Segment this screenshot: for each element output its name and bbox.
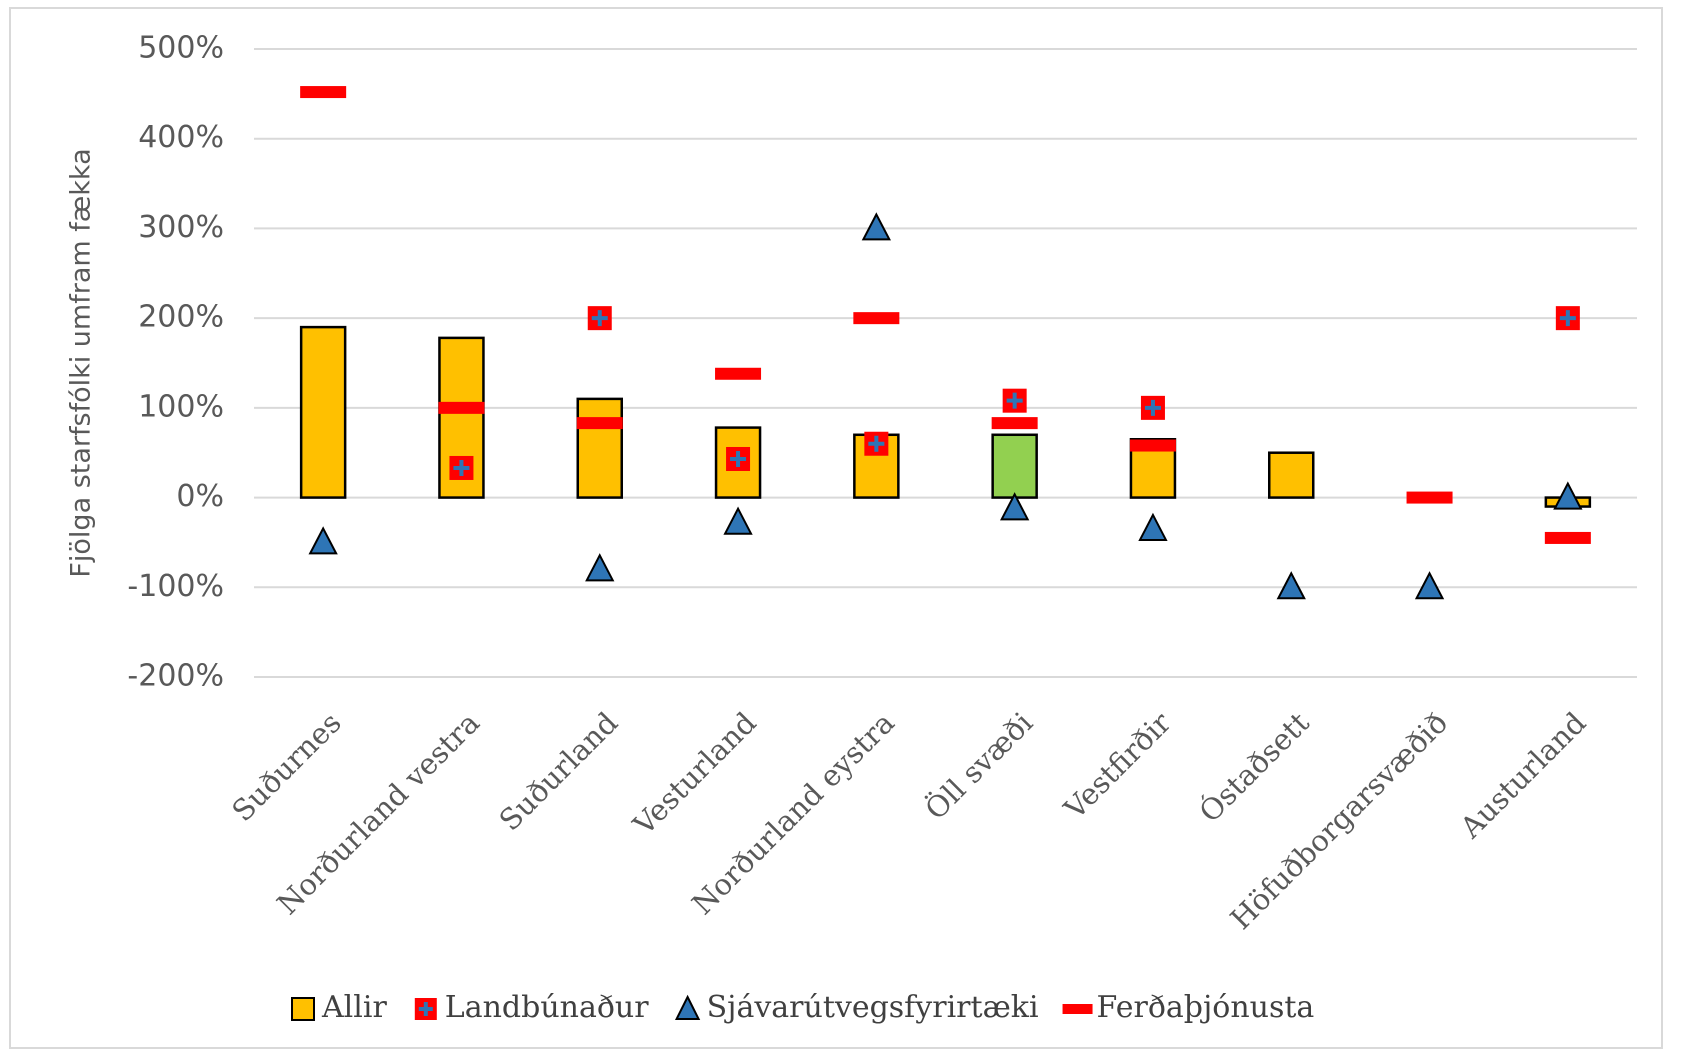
- legend-item: Allir: [291, 990, 387, 1025]
- cross-marker: [726, 446, 751, 471]
- bar: [576, 397, 623, 499]
- y-tick-label: 300%: [138, 210, 224, 245]
- cross-marker: [587, 306, 612, 331]
- triangle-marker: [861, 212, 891, 241]
- triangle-marker: [308, 526, 338, 555]
- cross-marker: [864, 431, 889, 456]
- bar: [438, 336, 485, 499]
- dash-marker: [576, 417, 623, 430]
- legend-label: Landbúnaður: [445, 990, 649, 1025]
- y-tick-label: 0%: [176, 479, 224, 514]
- triangle-marker: [1553, 481, 1583, 510]
- legend-label: Ferðaþjónusta: [1097, 990, 1315, 1025]
- cross-marker: [1002, 388, 1027, 413]
- marker-cross: [1559, 310, 1576, 327]
- triangle-marker: [585, 553, 615, 582]
- legend-item: Sjávarútvegsfyrirtæki: [674, 990, 1039, 1025]
- legend-swatch: [1062, 1004, 1093, 1014]
- dash-marker: [1129, 439, 1176, 452]
- y-axis-title: Fjölga starfsfólki umfram fækka: [66, 148, 97, 577]
- legend-item: Landbúnaður: [414, 990, 649, 1025]
- dash-marker: [300, 86, 347, 99]
- legend-swatch: [291, 997, 315, 1021]
- marker-cross: [453, 459, 470, 476]
- bar: [991, 433, 1038, 499]
- triangle-marker: [1000, 492, 1030, 521]
- series: [299, 325, 1592, 508]
- marker-cross: [1006, 392, 1023, 409]
- dash-marker: [991, 417, 1038, 430]
- marker-cross: [1144, 399, 1161, 416]
- triangle-marker: [1138, 512, 1168, 541]
- bar: [299, 325, 347, 499]
- dash-marker: [715, 367, 762, 380]
- series: [308, 212, 1583, 600]
- dash-marker: [1406, 491, 1453, 504]
- series: [300, 86, 1591, 544]
- marker-cross: [591, 310, 608, 327]
- triangle-marker: [1414, 571, 1445, 600]
- marker-cross: [868, 435, 885, 452]
- y-tick-label: 100%: [138, 389, 224, 424]
- cross-marker: [449, 455, 474, 480]
- triangle-marker: [1276, 571, 1306, 600]
- dash-marker: [853, 312, 900, 325]
- legend: Allir Landbúnaður Sjávarútvegsfyrirtæki Fer…: [291, 990, 1315, 1025]
- legend-swatch-cross: [418, 1002, 433, 1016]
- y-tick-label: 200%: [138, 300, 224, 335]
- series: [449, 306, 1580, 480]
- dash-marker: [438, 401, 485, 414]
- legend-item: Ferðaþjónusta: [1062, 990, 1315, 1025]
- cross-marker: [1140, 395, 1165, 420]
- legend-label: Allir: [321, 990, 387, 1025]
- y-tick-label: 500%: [138, 31, 224, 66]
- dash-marker: [1544, 531, 1591, 544]
- legend-label: Sjávarútvegsfyrirtæki: [707, 990, 1039, 1025]
- y-tick-label: 400%: [138, 120, 224, 155]
- marker-cross: [730, 450, 747, 467]
- y-tick-label: -100%: [127, 569, 224, 604]
- triangle-marker: [723, 506, 753, 535]
- bar: [1268, 451, 1315, 499]
- cross-marker: [1555, 306, 1580, 331]
- chart-frame: [9, 7, 1663, 1049]
- y-tick-label: -200%: [127, 659, 224, 694]
- legend-swatch: [674, 994, 701, 1020]
